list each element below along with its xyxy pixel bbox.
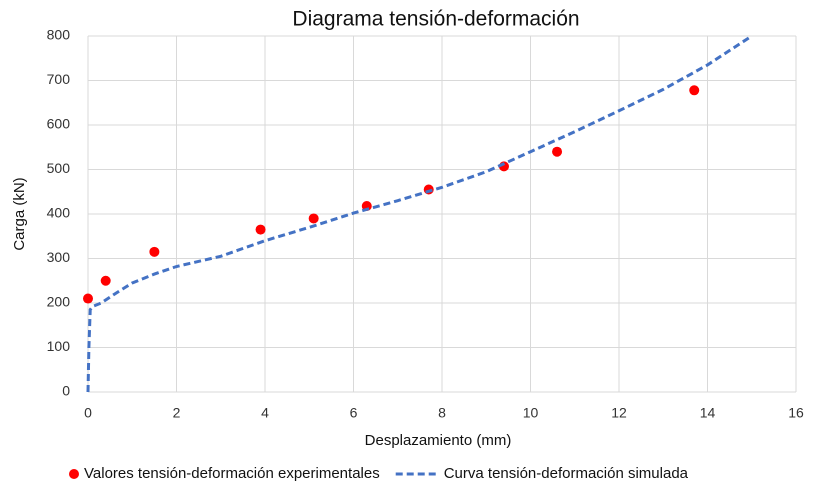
data-point: [361, 200, 372, 211]
simulated-curve: [86, 34, 753, 393]
y-tick-label: 100: [47, 338, 71, 354]
y-tick-label: 200: [47, 294, 71, 310]
y-tick-label: 0: [62, 383, 70, 399]
y-tick-label: 600: [47, 116, 71, 132]
y-tick-label: 300: [47, 249, 71, 265]
legend-marker: [69, 469, 79, 479]
x-tick-label: 16: [788, 405, 804, 421]
chart-title: Diagrama tensión-deformación: [292, 8, 579, 31]
data-point: [149, 246, 160, 257]
y-tick-label: 800: [47, 27, 71, 43]
x-tick-label: 10: [523, 405, 539, 421]
y-axis-label: Carga (kN): [11, 177, 28, 250]
y-tick-label: 700: [47, 71, 71, 87]
data-point: [308, 213, 319, 224]
y-tick-label: 500: [47, 160, 71, 176]
x-axis-label: Desplazamiento (mm): [365, 432, 512, 449]
data-point: [689, 85, 700, 96]
x-tick-label: 6: [350, 405, 358, 421]
data-point: [255, 224, 266, 235]
x-tick-label: 0: [84, 405, 92, 421]
legend-label: Curva tensión-deformación simulada: [444, 465, 689, 482]
data-point: [83, 293, 93, 304]
legend-label: Valores tensión-deformación experimental…: [84, 465, 380, 482]
x-tick-label: 12: [611, 405, 627, 421]
data-point: [100, 275, 111, 286]
y-tick-label: 400: [47, 205, 71, 221]
data-point: [552, 146, 563, 157]
x-tick-label: 8: [438, 405, 446, 421]
x-tick-label: 14: [700, 405, 716, 421]
data-point: [423, 184, 434, 195]
x-tick-label: 4: [261, 405, 269, 421]
x-tick-label: 2: [173, 405, 181, 421]
